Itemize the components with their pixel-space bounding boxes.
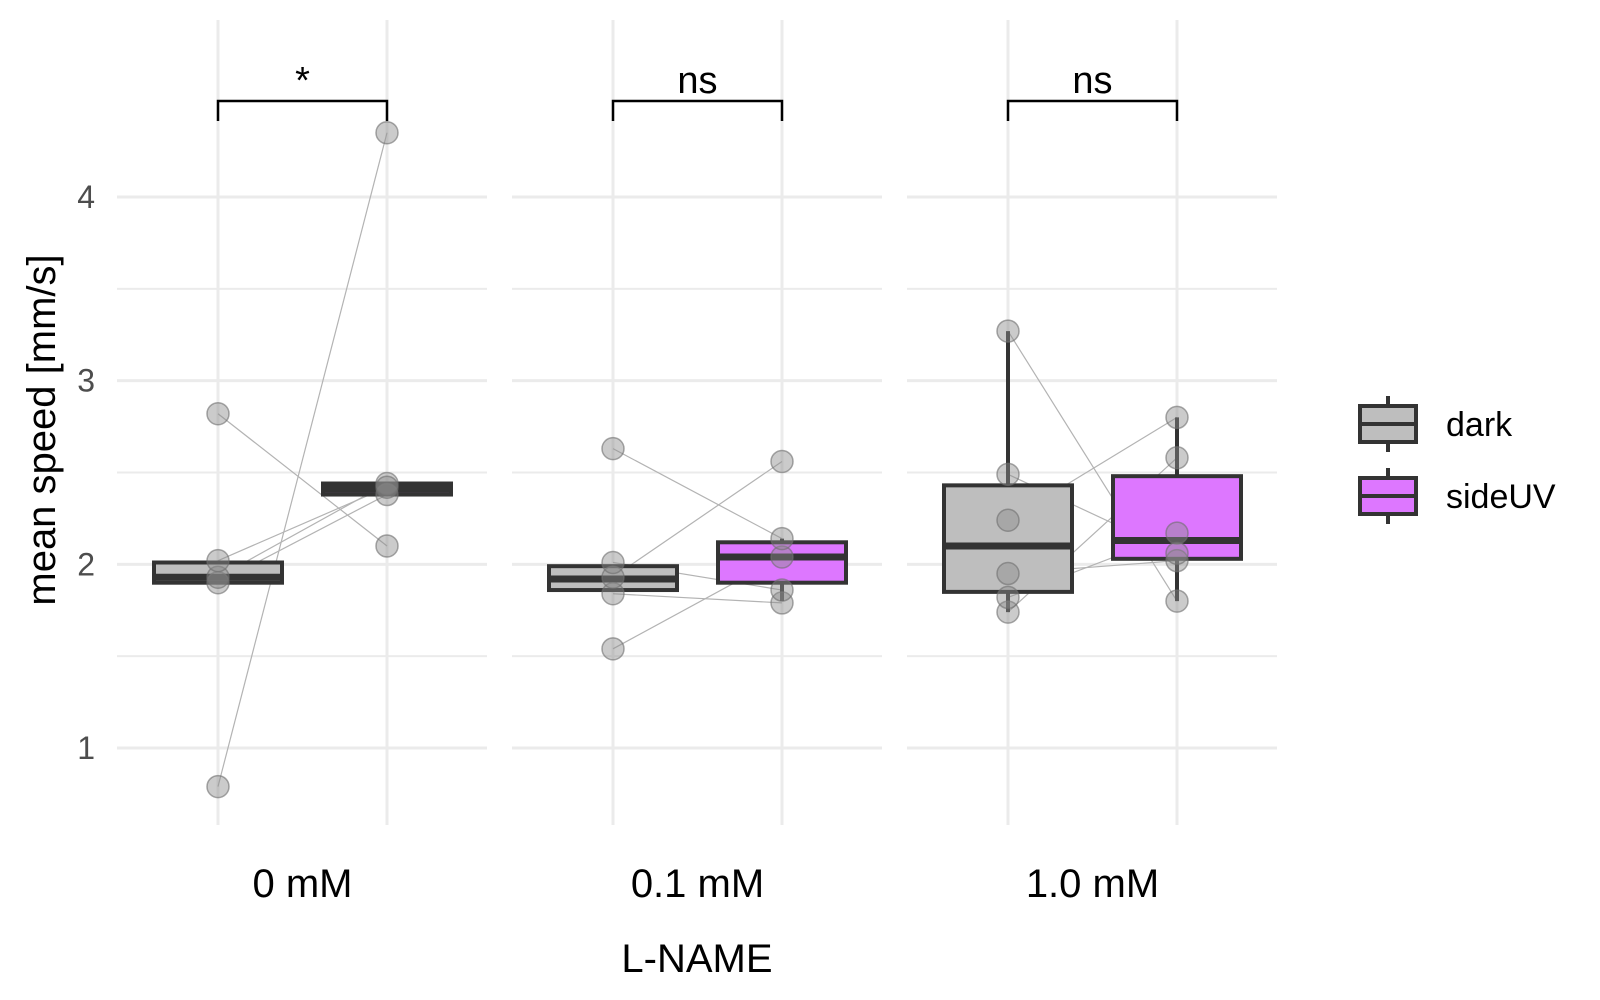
pair-line: [612, 460, 783, 578]
y-tick-label: 3: [77, 363, 95, 399]
data-point: [770, 545, 794, 569]
box-rect: [1111, 474, 1243, 561]
data-point: [375, 534, 399, 558]
data-point: [1165, 541, 1189, 566]
facet-label: 1.0 mM: [1026, 862, 1159, 906]
legend-item-dark: dark: [1358, 396, 1513, 452]
data-point: [601, 550, 625, 575]
significance-label: ns: [677, 60, 717, 102]
data-point: [601, 637, 625, 661]
data-point: [996, 561, 1020, 586]
y-axis-title: mean speed [mm/s]: [20, 254, 64, 605]
data-point: [996, 508, 1020, 533]
data-point: [206, 774, 230, 799]
box-dark: [547, 564, 679, 593]
significance-label: ns: [1072, 60, 1112, 102]
data-point: [996, 462, 1020, 487]
data-point: [1165, 521, 1189, 545]
facet-panel: ns 0.1 mM: [512, 20, 882, 906]
data-point: [1165, 548, 1189, 573]
significance-label: *: [295, 60, 310, 102]
pair-line: [217, 486, 388, 562]
data-point: [996, 319, 1020, 343]
data-point: [601, 581, 625, 606]
facet-label: 0.1 mM: [631, 862, 764, 906]
data-point: [770, 578, 794, 602]
box-rect: [942, 483, 1074, 594]
facet-panel: ns 1.0 mM: [907, 20, 1277, 906]
data-point: [601, 436, 625, 461]
legend-item-sideUV: sideUV: [1358, 468, 1556, 524]
y-tick-label: 4: [77, 179, 95, 215]
y-axis-ticks: 1 2 3 4: [77, 179, 95, 766]
data-point: [1165, 446, 1189, 470]
facet-panels: * 0 mM ns 0.1 mM ns 1.0 mM: [117, 20, 1277, 906]
y-tick-label: 1: [77, 730, 95, 766]
significance-bracket: [216, 99, 389, 121]
x-axis-title: L-NAME: [621, 937, 772, 981]
data-point: [1165, 589, 1189, 613]
data-point: [206, 401, 230, 426]
data-point: [375, 475, 399, 499]
box-dark: [152, 560, 284, 585]
data-point: [770, 591, 794, 615]
facet-panel: * 0 mM: [117, 20, 487, 906]
pair-line: [217, 132, 388, 787]
data-point: [375, 120, 399, 145]
box-dark: [942, 331, 1074, 613]
significance-bracket: [1006, 99, 1179, 121]
data-point: [770, 449, 794, 474]
legend: dark sideUV: [1358, 396, 1556, 524]
data-point: [206, 565, 230, 589]
box-sideUV: [1111, 417, 1243, 602]
legend-label: dark: [1446, 406, 1513, 444]
data-point: [206, 548, 230, 573]
pair-line: [612, 448, 783, 540]
data-point: [770, 526, 794, 551]
facet-label: 0 mM: [253, 862, 353, 906]
data-point: [996, 585, 1020, 610]
significance-bracket: [611, 99, 784, 121]
y-tick-label: 2: [77, 546, 95, 582]
legend-label: sideUV: [1446, 478, 1556, 516]
pair-line: [612, 593, 783, 604]
data-point: [1165, 405, 1189, 430]
pair-line: [217, 413, 388, 547]
